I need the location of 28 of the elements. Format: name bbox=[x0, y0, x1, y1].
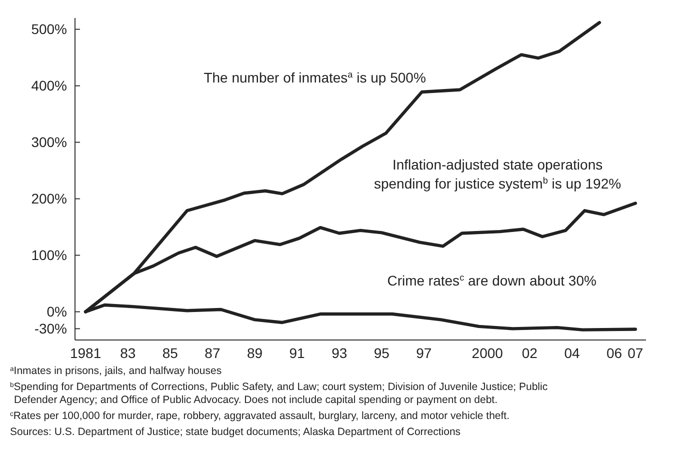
y-tick-label: 100% bbox=[31, 247, 67, 264]
x-tick-label: 89 bbox=[246, 345, 263, 361]
x-tick-label: 1981 bbox=[70, 345, 102, 361]
y-tick-label: 400% bbox=[31, 78, 67, 94]
text: $^{c}$Rates per 100,000 for murder, rape, robbery, aggravated assault, burglary, larceny, and motor vehicle theft. bbox=[10, 410, 510, 422]
x-tick-label: 91 bbox=[289, 345, 306, 361]
y-tick-label: 0% bbox=[46, 304, 67, 320]
y-tick-label: -30% bbox=[34, 320, 67, 337]
y-tick-label: 500% bbox=[31, 21, 67, 38]
x-tick-label: 87 bbox=[204, 345, 220, 361]
series-label: The number of inmates$^{a}$ is up 500% bbox=[204, 69, 426, 86]
series-label: Crime rates$^{c}$ are down about 30% bbox=[387, 272, 596, 288]
x-tick-label: 83 bbox=[120, 345, 136, 361]
x-tick-label: 97 bbox=[416, 345, 432, 361]
y-tick-label: 200% bbox=[31, 190, 67, 207]
x-tick-label: 07 bbox=[628, 345, 644, 361]
y-tick-label: 300% bbox=[31, 134, 67, 150]
x-tick-label: 02 bbox=[522, 345, 538, 361]
text: $^{b}$Spending for Departments of Corrections, Public Safety, and Law; court system; Division of Juvenile Justice; Public Defender Agency; and Office of Public Advocacy. Does not include capital spending or payment on debt. bbox=[10, 381, 548, 406]
source-note: Sources: U.S. Department of Justice; state budget documents; Alaska Department of Corrections bbox=[10, 426, 461, 438]
text: $^{a}$Inmates in prisons, jails, and halfway houses bbox=[10, 365, 222, 377]
series-label: Inflation-adjusted state operations spending for justice system$^{b}$ is up 192% bbox=[374, 156, 622, 192]
x-tick-label: 95 bbox=[374, 345, 390, 361]
x-tick-label: 06 bbox=[606, 345, 622, 361]
x-tick-label: 04 bbox=[564, 345, 580, 361]
x-tick-label: 93 bbox=[332, 345, 348, 361]
x-tick-label: 2000 bbox=[472, 345, 504, 361]
x-tick-label: 85 bbox=[162, 345, 178, 361]
